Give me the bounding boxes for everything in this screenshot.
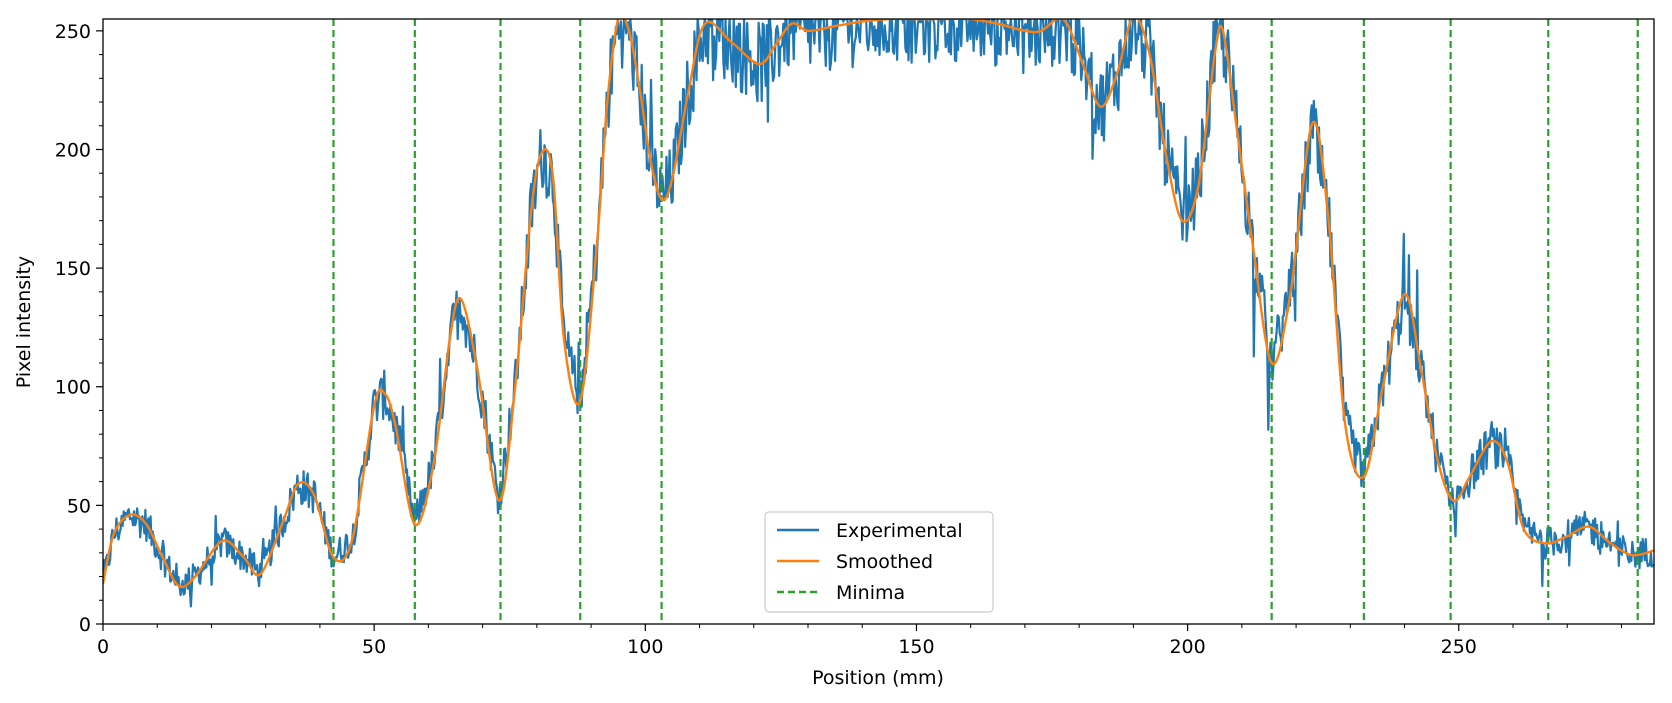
x-tick-label: 0 bbox=[97, 636, 109, 658]
y-axis: 0 50 100 150 200 250 bbox=[55, 21, 103, 636]
x-tick-label: 200 bbox=[1169, 636, 1205, 658]
legend-frame bbox=[764, 511, 994, 613]
legend-label-minima: Minima bbox=[836, 582, 905, 604]
smoothed-series-line bbox=[103, 19, 1654, 589]
y-tick-label: 200 bbox=[55, 139, 91, 161]
y-tick-label: 0 bbox=[79, 614, 91, 636]
x-tick-label: 150 bbox=[898, 636, 934, 658]
y-tick-label: 250 bbox=[55, 21, 91, 43]
y-tick-label: 50 bbox=[67, 495, 91, 517]
y-tick-label: 100 bbox=[55, 377, 91, 399]
y-tick-label: 150 bbox=[55, 258, 91, 280]
x-axis: 0 50 100 150 200 250 bbox=[97, 624, 1622, 658]
legend-label-smoothed: Smoothed bbox=[836, 551, 933, 573]
x-tick-label: 50 bbox=[362, 636, 386, 658]
legend-label-experimental: Experimental bbox=[836, 520, 963, 542]
x-tick-label: 100 bbox=[627, 636, 663, 658]
legend: Experimental Smoothed Minima bbox=[764, 511, 994, 613]
plot-area bbox=[103, 19, 1654, 624]
plot-frame bbox=[102, 18, 1655, 625]
x-axis-label: Position (mm) bbox=[812, 667, 944, 689]
x-tick-label: 250 bbox=[1441, 636, 1477, 658]
y-axis-label: Pixel intensity bbox=[13, 256, 35, 388]
